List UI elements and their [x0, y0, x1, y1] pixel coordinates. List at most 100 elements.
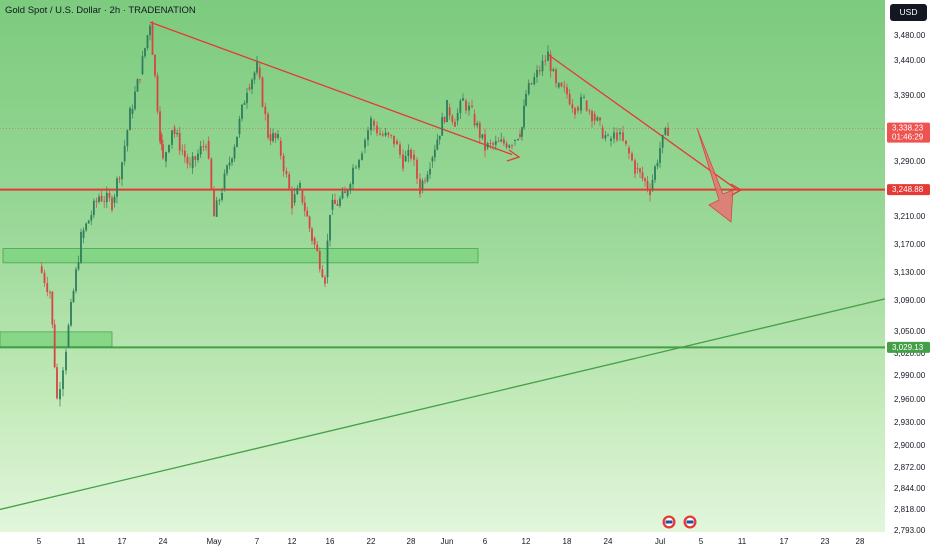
candle-body — [321, 269, 324, 278]
candle-body — [497, 141, 500, 143]
price-axis[interactable] — [885, 0, 932, 532]
price-tick-label: 2,990.00 — [894, 371, 926, 380]
candle-body — [667, 127, 669, 136]
candle-body — [607, 134, 609, 136]
candle-body — [500, 139, 503, 142]
candle-body — [429, 168, 431, 175]
candle-body — [141, 56, 144, 75]
candle-body — [236, 136, 238, 147]
candle-body — [519, 134, 521, 137]
candle-body — [191, 156, 194, 169]
time-tick-label: 28 — [407, 537, 416, 546]
candle-body — [272, 133, 274, 141]
time-tick-label: 24 — [159, 537, 168, 546]
price-tick-label: 2,844.00 — [894, 484, 926, 493]
candle-body — [376, 125, 378, 134]
candle-body — [197, 153, 199, 160]
candle-body — [316, 244, 319, 252]
demand-zone-lower[interactable] — [0, 331, 113, 348]
price-tick-label: 3,390.00 — [894, 91, 926, 100]
candle-body — [390, 134, 393, 136]
candle-body — [574, 108, 576, 115]
plot-area[interactable] — [0, 0, 885, 532]
candle-body — [159, 111, 161, 142]
last-price-tag-text: 01:46:29 — [892, 133, 924, 142]
candle-body — [168, 144, 170, 153]
candle-body — [591, 111, 593, 122]
candle-body — [59, 389, 61, 400]
candle-body — [344, 191, 346, 194]
candle-body — [599, 117, 601, 121]
candle-body — [75, 269, 77, 291]
candle-body — [560, 82, 563, 87]
candle-body — [313, 237, 316, 245]
candle-body — [525, 93, 527, 106]
candle-body — [478, 123, 481, 138]
candle-body — [349, 184, 352, 191]
candle-body — [459, 100, 462, 114]
candle-body — [533, 77, 536, 85]
candle-body — [51, 291, 54, 325]
candle-body — [131, 109, 134, 114]
candle-body — [649, 188, 651, 196]
candle-body — [410, 149, 412, 159]
candle-body — [171, 130, 173, 145]
candle-body — [654, 166, 656, 181]
candle-body — [396, 140, 398, 145]
candle-body — [619, 132, 621, 135]
currency-button[interactable]: USD — [890, 4, 927, 21]
demand-zone-upper[interactable] — [2, 248, 479, 264]
time-tick-label: 18 — [563, 537, 572, 546]
candle-body — [433, 149, 436, 158]
candle-body — [549, 54, 552, 72]
candle-body — [486, 143, 489, 148]
candle-body — [144, 48, 146, 57]
candle-body — [162, 144, 164, 159]
time-tick-label: 17 — [780, 537, 789, 546]
upper-descending-trendline[interactable] — [149, 21, 513, 156]
candle-body — [399, 144, 401, 155]
candle-body — [218, 199, 221, 201]
candle-body — [299, 182, 301, 188]
candle-body — [87, 220, 90, 224]
candle-body — [373, 120, 375, 126]
candle-body — [82, 230, 85, 238]
candle-body — [291, 188, 293, 209]
candle-body — [517, 138, 519, 140]
candle-body — [364, 139, 366, 148]
price-tick-label: 3,130.00 — [894, 268, 926, 277]
candle-body — [593, 113, 596, 121]
candle-body — [644, 178, 646, 181]
level-tag-red[interactable] — [887, 184, 930, 196]
candle-body — [387, 132, 390, 135]
candle-body — [301, 188, 304, 203]
bearish-projection-arrow[interactable] — [696, 127, 734, 223]
candle-body — [471, 105, 473, 108]
time-axis[interactable] — [0, 532, 885, 550]
candle-body — [625, 140, 627, 144]
candle-body — [484, 134, 486, 151]
candle-body — [90, 215, 93, 221]
level-tag-green[interactable] — [887, 341, 930, 353]
candle-body — [646, 180, 649, 189]
candle-body — [324, 277, 326, 284]
candle-body — [49, 292, 51, 294]
candle-body — [424, 180, 426, 182]
price-tick-label: 3,290.00 — [894, 157, 926, 166]
price-tick-label: 2,960.00 — [894, 395, 926, 404]
candle-body — [639, 168, 641, 173]
rising-support-trendline[interactable] — [0, 298, 886, 511]
right-descending-trendline[interactable] — [547, 53, 738, 191]
candle-body — [318, 251, 321, 270]
candle-body — [100, 195, 103, 202]
candle-body — [248, 87, 251, 90]
candle-body — [258, 67, 261, 78]
candle-body — [555, 69, 557, 84]
price-tick-label: 2,900.00 — [894, 441, 926, 450]
candle-body — [530, 83, 533, 85]
candle-body — [370, 118, 372, 131]
candle-body — [221, 192, 223, 200]
time-tick-label: 23 — [821, 537, 830, 546]
last-price-tag[interactable] — [887, 122, 930, 143]
